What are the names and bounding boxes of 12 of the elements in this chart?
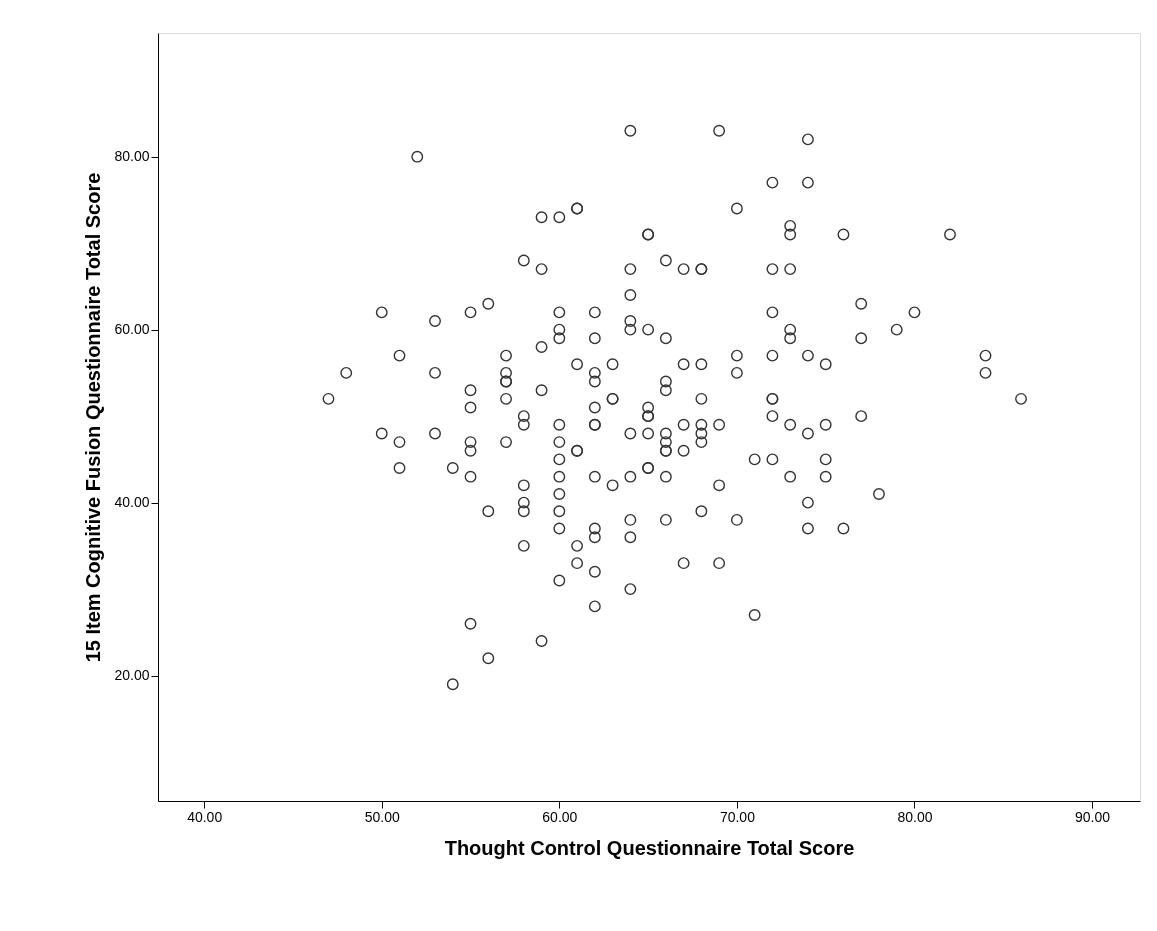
x-tick-label: 70.00: [719, 808, 756, 825]
x-tick-label: 90.00: [1075, 808, 1111, 825]
y-tick-label: 80.00: [114, 148, 150, 165]
y-tick-label: 60.00: [114, 321, 150, 338]
y-tick-label: 40.00: [114, 494, 150, 511]
x-tick-label: 50.00: [364, 808, 400, 825]
x-axis-title: Thought Control Questionnaire Total Score: [444, 836, 855, 859]
x-tick-label: 60.00: [542, 808, 578, 825]
x-tick-label: 80.00: [897, 808, 933, 825]
x-tick-label: 40.00: [187, 808, 223, 825]
y-axis-title: 15 Item Cognitive Fusion Questionnaire Total Score: [82, 172, 105, 663]
y-tick-label: 20.00: [114, 667, 150, 684]
